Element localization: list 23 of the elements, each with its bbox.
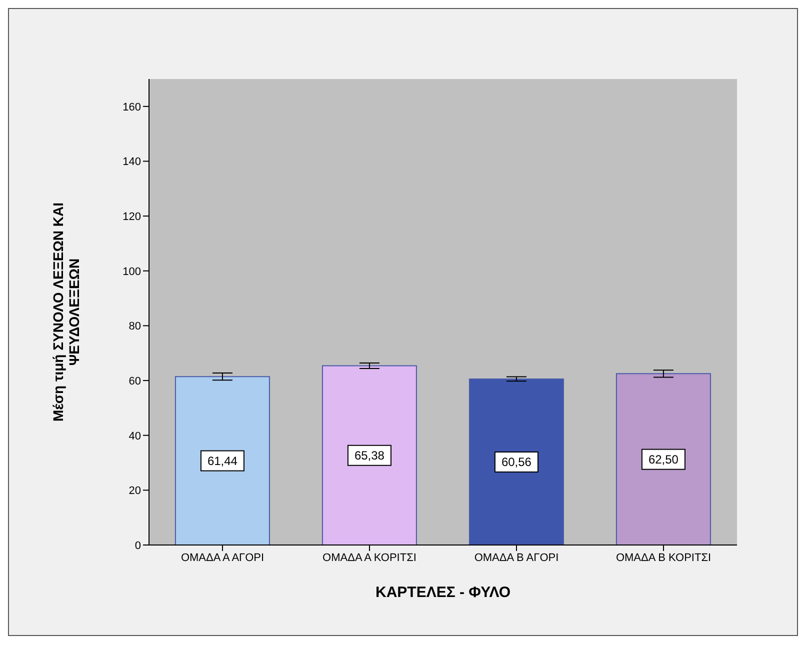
y-tick-label: 160	[122, 101, 141, 114]
x-tick-label: ΟΜΑΔΑ Β ΚΟΡΙΤΣΙ	[616, 552, 712, 564]
x-tick-label: ΟΜΑΔΑ Α ΚΟΡΙΤΣΙ	[322, 552, 416, 564]
y-tick-label: 40	[128, 430, 141, 442]
y-tick-label: 0	[134, 540, 141, 552]
bar	[616, 373, 711, 545]
x-tick-label: ΟΜΑΔΑ Α ΑΓΟΡΙ	[180, 552, 264, 564]
x-tick-label: ΟΜΑΔΑ Β ΑΓΟΡΙ	[474, 552, 559, 564]
bar	[174, 376, 270, 545]
y-tick-label: 140	[122, 156, 141, 168]
data-label: 60,56	[501, 454, 532, 469]
y-axis-title: Μέση τιμή ΣΥΝΟΛΟ ΛΕΞΕΩΝ ΚΑΙ ΨΕΥΔΟΛΕΞΕΩΝ	[50, 202, 82, 422]
bar	[322, 365, 417, 545]
x-axis-title: ΚΑΡΤΕΛΕΣ - ΦΥΛΟ	[376, 584, 511, 601]
y-tick-label: 60	[128, 375, 141, 388]
y-tick-label: 120	[122, 210, 141, 223]
data-label: 65,38	[354, 448, 385, 462]
y-tick-label: 20	[128, 485, 141, 498]
bar	[468, 378, 564, 545]
data-label: 61,44	[207, 454, 238, 468]
y-tick-label: 100	[122, 266, 141, 278]
y-tick-label: 80	[128, 320, 141, 333]
data-label: 62,50	[648, 452, 679, 466]
